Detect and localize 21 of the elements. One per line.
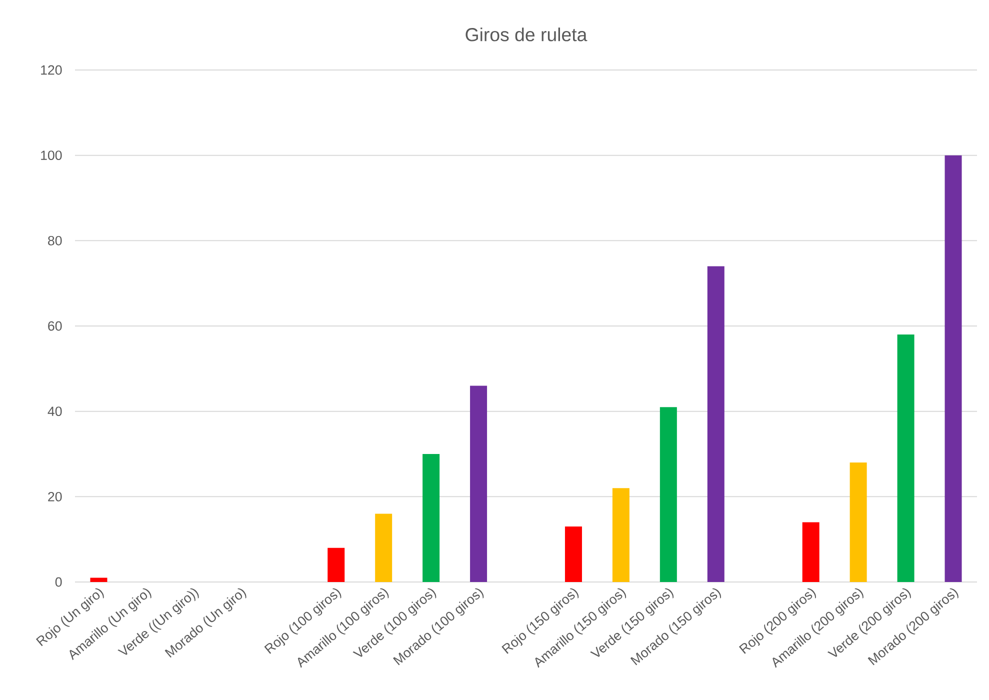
bar: [707, 266, 724, 582]
bar: [897, 334, 914, 582]
bar: [375, 514, 392, 582]
bar: [660, 407, 677, 582]
bar: [422, 454, 440, 582]
y-tick-label: 20: [48, 492, 62, 502]
y-tick-label: 0: [55, 577, 62, 587]
bar: [850, 462, 867, 582]
chart-title: Giros de ruleta: [466, 28, 588, 42]
y-tick-label: 40: [48, 406, 62, 416]
bar: [90, 578, 108, 582]
bar: [802, 522, 820, 582]
bar: [470, 386, 488, 582]
y-tick-label: 60: [48, 321, 62, 331]
bar: [612, 488, 630, 582]
bar: [564, 526, 582, 582]
y-tick-label: 100: [41, 150, 62, 160]
y-tick-label: 80: [48, 236, 62, 246]
bar: [328, 548, 345, 582]
y-tick-label: 120: [41, 65, 62, 75]
bar: [944, 155, 962, 582]
